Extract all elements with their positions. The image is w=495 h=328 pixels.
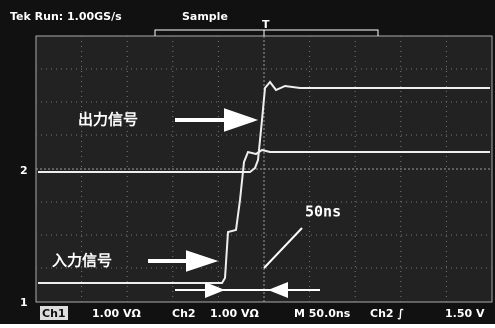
timebase: M 50.0ns bbox=[294, 307, 351, 320]
run-status: Tek Run: 1.00GS/s bbox=[10, 10, 122, 23]
trigger: Ch2 ∫ bbox=[370, 307, 404, 320]
t-marker: T bbox=[262, 18, 270, 31]
delay-label: 50ns bbox=[305, 203, 341, 221]
acq-mode: Sample bbox=[182, 10, 228, 23]
ch1-scale: 1.00 VΩ bbox=[92, 307, 141, 320]
ch1: Ch1 bbox=[42, 307, 66, 320]
ch2: Ch2 bbox=[172, 307, 196, 320]
scope-screen: T 出力信号 入力信号 50ns 2 1 Tek Run: 1.00GS/s S… bbox=[0, 0, 495, 324]
ch2-scale: 1.00 VΩ bbox=[210, 307, 259, 320]
trigger-level: 1.50 V bbox=[445, 307, 485, 320]
ch2-marker: 2 bbox=[20, 164, 28, 177]
input-label: 入力信号 bbox=[52, 252, 112, 270]
output-label: 出力信号 bbox=[78, 111, 138, 129]
ch1-marker: 1 bbox=[20, 296, 28, 309]
